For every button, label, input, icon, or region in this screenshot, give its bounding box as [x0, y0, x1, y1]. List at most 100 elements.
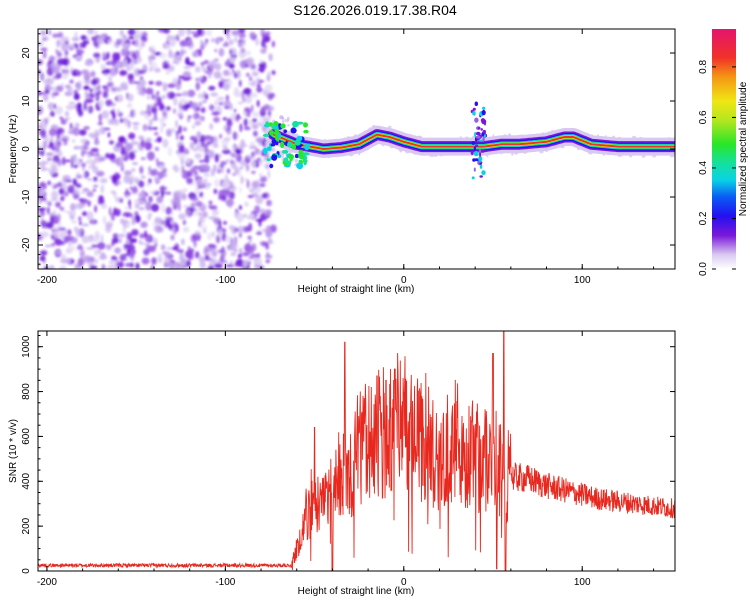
noise-region: [38, 29, 277, 269]
noise-blob: [127, 73, 134, 80]
noise-blob: [225, 264, 234, 268]
noise-blob: [112, 122, 120, 126]
noise-blob: [206, 140, 213, 145]
noise-blob: [167, 83, 176, 88]
noise-blob: [119, 29, 124, 37]
noise-blob: [98, 99, 104, 109]
burst-blob: [473, 146, 476, 151]
burst-blob: [262, 147, 268, 155]
noise-blob: [131, 229, 139, 237]
noise-blob: [271, 40, 275, 48]
noise-blob: [233, 249, 238, 253]
noise-blob: [158, 29, 167, 33]
noise-blob: [101, 263, 106, 269]
noise-blob: [138, 207, 145, 211]
noise-blob: [178, 75, 185, 79]
noise-blob: [100, 178, 108, 184]
noise-blob: [233, 86, 240, 93]
noise-blob: [260, 208, 265, 215]
noise-blob: [47, 180, 51, 186]
noise-blob: [40, 72, 45, 81]
noise-blob: [218, 47, 225, 57]
noise-blob: [46, 206, 51, 215]
noise-blob: [149, 191, 157, 194]
noise-blob: [49, 215, 55, 225]
noise-blob: [237, 225, 245, 234]
noise-blob: [182, 226, 190, 233]
noise-blob: [126, 232, 130, 241]
noise-blob: [135, 32, 143, 36]
noise-blob: [194, 120, 202, 126]
noise-blob: [223, 145, 228, 151]
noise-blob: [160, 124, 164, 134]
noise-blob: [256, 82, 261, 88]
noise-blob: [246, 57, 255, 67]
noise-blob: [123, 243, 130, 248]
noise-blob: [207, 265, 215, 269]
halo-blob: [294, 159, 299, 163]
noise-blob: [201, 164, 209, 172]
noise-blob: [61, 156, 66, 166]
noise-blob: [160, 244, 166, 251]
noise-blob: [74, 56, 83, 59]
noise-blob: [201, 196, 205, 200]
noise-blob: [63, 118, 69, 122]
noise-blob: [218, 152, 222, 159]
noise-blob: [38, 124, 44, 129]
noise-blob: [200, 39, 204, 45]
noise-blob: [177, 29, 186, 37]
noise-blob: [130, 262, 134, 268]
noise-blob: [151, 49, 157, 56]
noise-blob: [134, 34, 142, 40]
noise-blob: [124, 142, 134, 151]
noise-blob: [239, 79, 242, 88]
noise-blob: [203, 60, 209, 65]
noise-blob: [38, 207, 46, 211]
x-tick-label: 0: [401, 577, 407, 588]
noise-blob: [233, 236, 238, 245]
noise-blob: [105, 99, 113, 107]
noise-blob: [169, 38, 176, 47]
noise-blob: [86, 211, 94, 221]
noise-blob: [197, 29, 203, 36]
noise-blob: [194, 153, 202, 160]
burst-blob: [268, 122, 274, 127]
noise-blob: [190, 197, 199, 201]
noise-blob: [84, 60, 93, 66]
noise-blob: [110, 85, 118, 94]
noise-blob: [181, 165, 185, 174]
noise-blob: [235, 258, 244, 267]
noise-blob: [229, 103, 233, 111]
noise-blob: [194, 146, 201, 150]
noise-blob: [91, 219, 95, 225]
noise-blob: [239, 205, 242, 210]
noise-blob: [229, 244, 236, 251]
noise-blob: [107, 39, 114, 44]
noise-blob: [113, 65, 118, 71]
snr-line: [38, 331, 675, 571]
noise-blob: [165, 70, 170, 75]
noise-blob: [271, 70, 276, 75]
noise-blob: [188, 115, 192, 119]
burst-blob: [290, 127, 297, 134]
noise-blob: [172, 60, 177, 64]
noise-blob: [208, 85, 216, 91]
noise-blob: [168, 261, 176, 269]
noise-blob: [81, 163, 86, 167]
noise-blob: [170, 234, 175, 241]
noise-blob: [46, 82, 52, 91]
noise-blob: [100, 65, 107, 70]
noise-blob: [181, 238, 185, 246]
noise-blob: [256, 159, 264, 163]
noise-blob: [59, 241, 66, 245]
noise-blob: [133, 263, 136, 266]
noise-blob: [87, 158, 94, 165]
noise-blob: [132, 185, 138, 192]
noise-blob: [241, 90, 245, 99]
noise-blob: [160, 203, 166, 213]
noise-blob: [154, 217, 162, 224]
noise-blob: [226, 168, 231, 174]
noise-blob: [39, 250, 48, 256]
noise-blob: [108, 75, 113, 82]
burst-blob: [473, 150, 479, 157]
